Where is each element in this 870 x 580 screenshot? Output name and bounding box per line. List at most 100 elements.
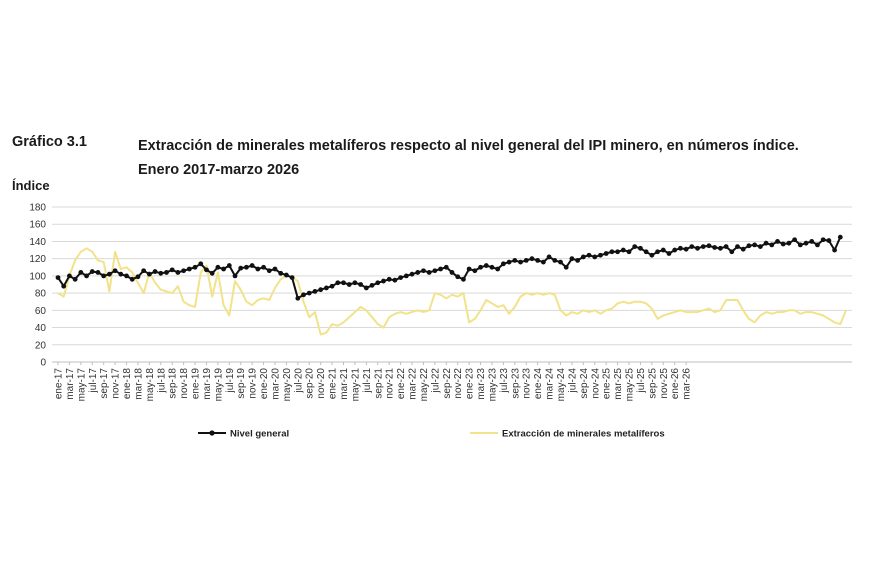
x-tick-label: nov-19 bbox=[248, 368, 259, 399]
x-tick-label: nov-25 bbox=[659, 368, 670, 399]
data-point bbox=[244, 264, 249, 270]
data-point bbox=[141, 268, 147, 274]
data-point bbox=[72, 276, 78, 282]
data-point bbox=[221, 266, 226, 272]
data-point bbox=[146, 271, 152, 277]
legend-marker bbox=[209, 430, 215, 436]
data-point bbox=[649, 252, 655, 258]
data-point bbox=[500, 261, 506, 267]
data-point bbox=[209, 270, 215, 276]
x-tick-label: mar-24 bbox=[545, 368, 556, 400]
x-tick-label: sep-24 bbox=[579, 368, 590, 399]
x-tick-label: ene-26 bbox=[670, 368, 681, 400]
data-point bbox=[272, 266, 278, 272]
data-point bbox=[106, 271, 112, 277]
data-point bbox=[449, 270, 455, 275]
data-point bbox=[461, 276, 466, 282]
data-point bbox=[295, 295, 301, 301]
data-point bbox=[797, 242, 803, 248]
data-point bbox=[575, 257, 581, 263]
x-tick-label: sep-25 bbox=[647, 368, 658, 399]
data-point bbox=[512, 257, 518, 263]
data-point bbox=[84, 273, 89, 279]
y-tick-label: 160 bbox=[29, 220, 46, 231]
x-tick-label: may-22 bbox=[419, 368, 430, 402]
data-point bbox=[409, 271, 415, 277]
x-tick-label: ene-17 bbox=[54, 368, 65, 400]
data-point bbox=[655, 249, 660, 255]
data-point bbox=[489, 264, 495, 270]
x-tick-label: nov-23 bbox=[522, 368, 533, 399]
x-tick-label: mar-20 bbox=[270, 368, 281, 400]
data-point bbox=[67, 273, 72, 279]
x-tick-label: may-18 bbox=[145, 368, 156, 402]
data-point bbox=[792, 237, 798, 243]
data-point bbox=[632, 244, 638, 250]
data-point bbox=[518, 259, 523, 265]
x-tick-label: nov-24 bbox=[590, 368, 601, 399]
data-point bbox=[660, 247, 666, 253]
x-tick-label: jul-18 bbox=[156, 368, 167, 394]
x-tick-label: sep-19 bbox=[236, 368, 247, 399]
data-point bbox=[158, 270, 164, 276]
data-point bbox=[826, 238, 832, 243]
data-point bbox=[540, 259, 546, 265]
data-point bbox=[101, 273, 107, 279]
data-point bbox=[289, 275, 295, 281]
data-point bbox=[729, 249, 735, 255]
data-point bbox=[312, 288, 318, 294]
x-tick-label: nov-22 bbox=[453, 368, 464, 399]
y-tick-label: 60 bbox=[35, 306, 47, 317]
x-tick-label: jul-22 bbox=[430, 368, 441, 394]
data-point bbox=[586, 252, 592, 258]
data-point bbox=[763, 240, 769, 246]
data-point bbox=[495, 266, 501, 272]
x-tick-label: sep-21 bbox=[373, 368, 384, 399]
x-tick-label: nov-20 bbox=[316, 368, 327, 399]
data-point bbox=[740, 246, 746, 252]
data-point bbox=[558, 259, 563, 265]
x-tick-label: ene-19 bbox=[191, 368, 202, 400]
data-point bbox=[363, 285, 369, 291]
data-point bbox=[426, 270, 432, 275]
y-tick-label: 40 bbox=[35, 323, 47, 334]
data-point bbox=[204, 267, 209, 273]
data-point bbox=[735, 244, 740, 250]
data-point bbox=[346, 282, 352, 287]
data-point bbox=[689, 244, 695, 250]
data-point bbox=[164, 270, 169, 275]
x-tick-label: mar-22 bbox=[408, 368, 419, 400]
data-point bbox=[112, 268, 118, 274]
data-point bbox=[529, 256, 535, 262]
x-tick-label: sep-22 bbox=[442, 368, 453, 399]
data-point bbox=[175, 270, 181, 275]
y-tick-label: 0 bbox=[40, 358, 46, 369]
data-point bbox=[369, 282, 375, 288]
data-point bbox=[472, 268, 478, 274]
data-point bbox=[723, 244, 729, 250]
data-point bbox=[135, 274, 141, 280]
data-point bbox=[780, 241, 786, 247]
data-point bbox=[375, 280, 381, 286]
x-tick-label: jul-20 bbox=[293, 368, 304, 394]
series-line-extraccion bbox=[57, 247, 847, 336]
data-point bbox=[643, 249, 649, 255]
data-point bbox=[786, 240, 792, 246]
data-point bbox=[284, 272, 289, 278]
data-point bbox=[546, 254, 552, 260]
x-tick-label: mar-25 bbox=[613, 368, 624, 400]
x-tick-label: jul-23 bbox=[499, 368, 510, 394]
x-tick-label: jul-24 bbox=[567, 368, 578, 394]
data-point bbox=[837, 234, 843, 240]
y-tick-label: 20 bbox=[35, 340, 47, 351]
data-point bbox=[443, 264, 449, 270]
x-tick-label: may-19 bbox=[213, 368, 224, 402]
data-point bbox=[398, 275, 404, 281]
data-point bbox=[523, 257, 529, 263]
data-point bbox=[775, 239, 780, 244]
x-tick-label: ene-23 bbox=[465, 368, 476, 400]
data-point bbox=[61, 283, 67, 289]
x-tick-label: jul-19 bbox=[225, 368, 236, 394]
data-point bbox=[506, 259, 512, 265]
data-point bbox=[580, 254, 586, 260]
